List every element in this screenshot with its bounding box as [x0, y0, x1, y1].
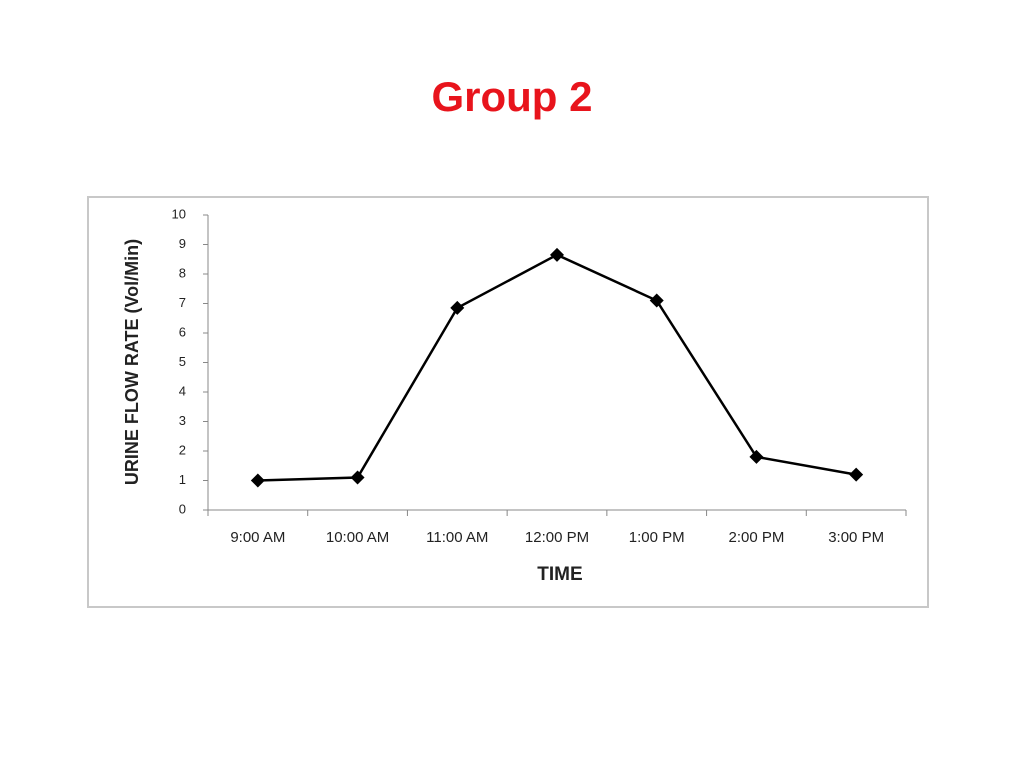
y-axis-title: URINE FLOW RATE (Vol/Min)	[122, 239, 142, 485]
x-tick-label: 2:00 PM	[728, 529, 784, 546]
y-tick-label: 6	[179, 324, 186, 339]
y-tick-label: 7	[179, 295, 186, 310]
y-tick-label: 5	[179, 354, 186, 369]
x-tick-label: 11:00 AM	[426, 529, 488, 546]
y-tick-label: 1	[179, 472, 186, 487]
x-tick-label: 9:00 AM	[230, 529, 285, 546]
y-tick-label: 3	[179, 413, 186, 428]
marker	[350, 470, 365, 485]
y-tick-label: 9	[179, 236, 186, 251]
x-tick-label: 12:00 PM	[525, 529, 589, 546]
x-tick-label: 1:00 PM	[629, 529, 685, 546]
marker	[649, 293, 664, 308]
y-tick-label: 10	[172, 206, 186, 221]
y-tick-label: 4	[179, 383, 186, 398]
x-axis-title: TIME	[537, 564, 582, 585]
slide-title: Group 2	[431, 73, 592, 120]
y-tick-label: 8	[179, 265, 186, 280]
chart-frame	[87, 196, 929, 608]
marker	[250, 473, 265, 488]
y-tick-label: 0	[179, 501, 186, 516]
x-tick-label: 3:00 PM	[828, 529, 884, 546]
marker	[450, 300, 465, 315]
marker	[550, 247, 564, 262]
marker	[749, 449, 764, 464]
x-tick-label: 10:00 AM	[326, 529, 389, 546]
y-tick-label: 2	[179, 442, 186, 457]
marker	[849, 467, 864, 482]
